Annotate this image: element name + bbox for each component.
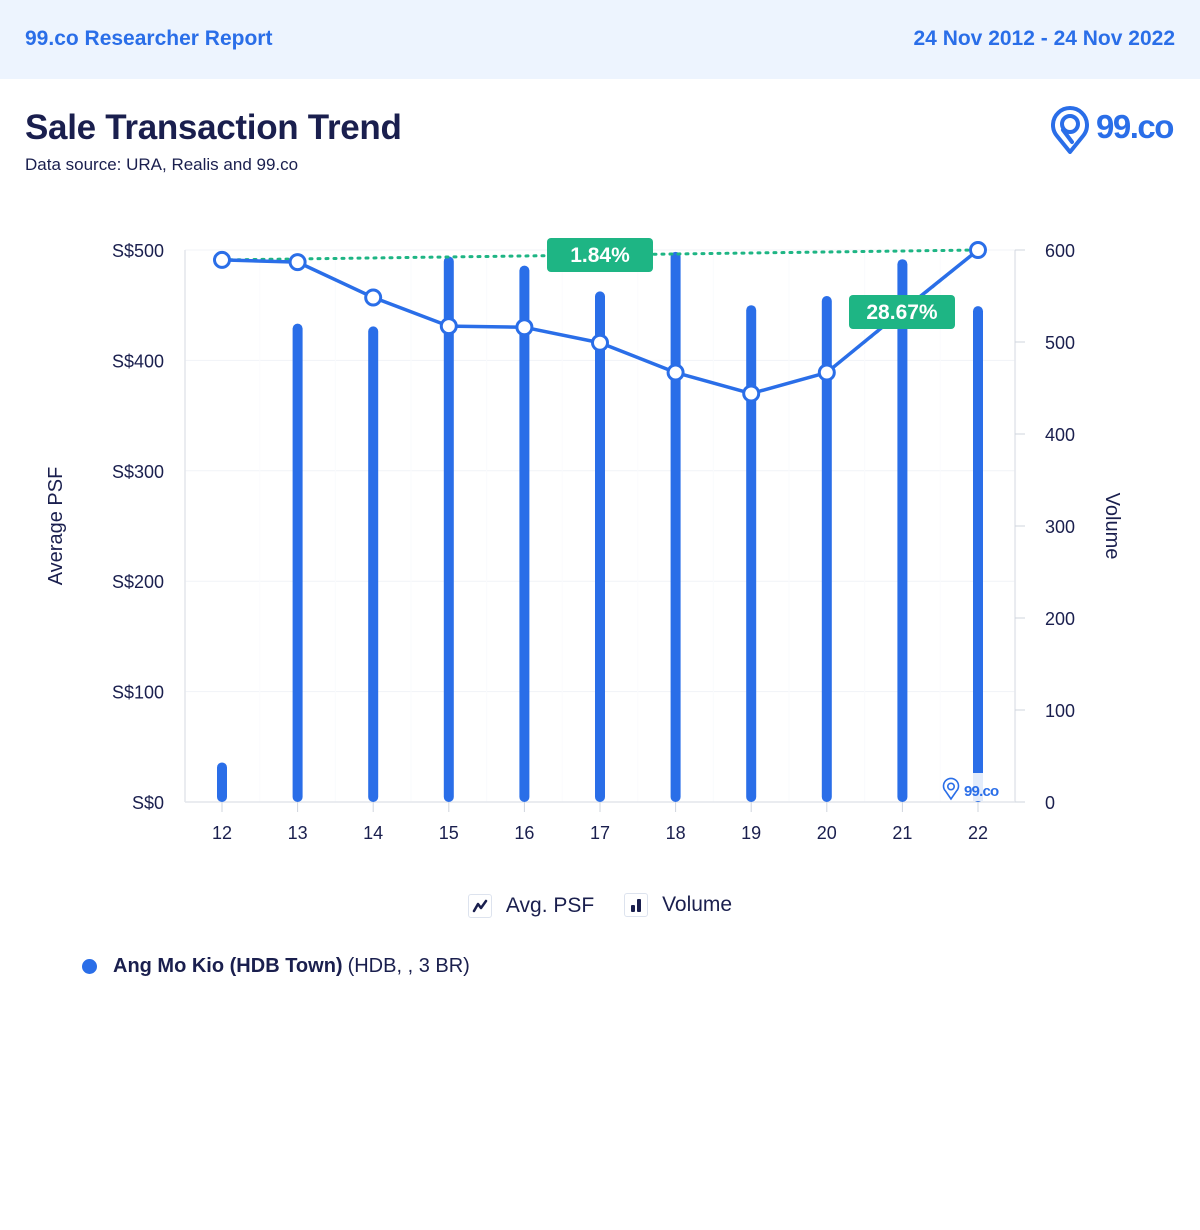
avg-psf-point	[817, 363, 836, 382]
avg-psf-point	[742, 384, 761, 403]
avg-psf-point	[591, 333, 609, 352]
avg-psf-point	[288, 253, 307, 272]
volume-bar	[746, 305, 757, 802]
avg-psf-point	[439, 317, 458, 336]
bar-chart-icon	[624, 893, 649, 917]
watermark-text: 99.co	[964, 783, 999, 800]
legend-label: Volume	[662, 893, 733, 916]
legend-item-avg-psf[interactable]: Avg. PSF	[467, 894, 595, 918]
change-badge-label: 28.67%	[866, 301, 938, 324]
volume-bar	[292, 323, 303, 802]
chart-watermark: 99.co	[942, 773, 1000, 801]
left-axis-tick-label: S$300	[112, 462, 164, 482]
right-axis-tick-label: 0	[1045, 793, 1055, 813]
data-source: Data source: URA, Realis and 99.co	[25, 155, 299, 174]
change-badge	[547, 238, 653, 272]
left-axis-tick-label: S$400	[112, 351, 164, 371]
volume-bar	[897, 259, 908, 802]
location-pin-icon	[1051, 106, 1089, 154]
x-axis-tick-label: 19	[741, 823, 761, 843]
brand-logo: 99.co	[1050, 106, 1180, 154]
pin-outline	[942, 777, 960, 801]
date-range: 24 Nov 2012 - 24 Nov 2022	[913, 27, 1176, 50]
report-brand: 99.co Researcher Report	[25, 27, 273, 50]
left-axis-tick-label: S$100	[112, 683, 164, 703]
x-axis-tick-label: 17	[590, 823, 610, 843]
x-axis-tick-label: 13	[288, 823, 308, 843]
right-axis-title: Volume	[1101, 493, 1123, 560]
right-axis-tick-label: 400	[1045, 425, 1075, 445]
change-badge	[849, 295, 955, 329]
series-detail: (HDB, , 3 BR)	[347, 955, 470, 977]
right-axis-tick-label: 200	[1045, 609, 1075, 629]
line-chart-icon	[467, 894, 492, 918]
logo-text: 99.co	[1096, 108, 1174, 145]
axis-labels: S$0 S$100 S$200 S$300 S$400 S$500 0 100 200 300 40…	[45, 241, 1123, 843]
x-axis-tick-label: 18	[666, 823, 686, 843]
avg-psf-point	[666, 363, 685, 382]
report-header: 99.co Researcher Report 24 Nov 2012 - 24…	[0, 0, 1200, 79]
avg-psf-point	[515, 318, 534, 337]
location-pin-icon	[942, 777, 960, 801]
x-axis-tick-label: 14	[363, 823, 383, 843]
left-axis-tick-label: S$0	[132, 793, 164, 813]
volume-bar	[443, 256, 454, 802]
volume-bar	[595, 291, 605, 802]
right-axis-tick-label: 500	[1045, 333, 1075, 353]
legend-item-volume[interactable]: Volume	[624, 893, 732, 917]
x-axis-tick-label: 22	[968, 823, 988, 843]
x-axis-tick-label: 12	[212, 823, 232, 843]
avg-psf-line: 1.84% 28.67%	[213, 238, 987, 403]
gridlines	[185, 249, 1017, 802]
volume-bars	[217, 251, 983, 803]
volume-bar	[670, 251, 681, 803]
volume-bar	[519, 265, 530, 802]
avg-psf-point	[969, 241, 987, 259]
pin-core	[947, 782, 956, 791]
left-axis-tick-label: S$500	[112, 241, 164, 261]
volume-bar	[217, 762, 227, 802]
legend-label: Avg. PSF	[505, 894, 595, 917]
right-axis-tick-label: 300	[1045, 517, 1075, 537]
series-name: Ang Mo Kio (HDB Town)	[113, 955, 343, 977]
left-axis-title: Average PSF	[45, 467, 67, 586]
right-axis-tick-label: 600	[1045, 241, 1075, 261]
volume-bar	[973, 306, 983, 802]
x-axis-tick-label: 15	[439, 823, 459, 843]
change-badge-label: 1.84%	[570, 244, 630, 267]
chart-legend: Avg. PSF Volume	[0, 893, 1200, 919]
avg-psf-point	[364, 288, 383, 307]
volume-bar	[821, 296, 832, 802]
right-axis-tick-label: 100	[1045, 701, 1075, 721]
sale-transaction-chart: 1.84% 28.67% S$0 S$100 S$200 S$300 S$400 S$500…	[45, 238, 1123, 843]
chart-title: Sale Transaction Trend	[25, 108, 402, 147]
volume-bar	[368, 326, 379, 802]
series-info: Ang Mo Kio (HDB Town) (HDB, , 3 BR)	[82, 955, 470, 978]
x-axis-tick-label: 16	[514, 823, 534, 843]
avg-psf-point	[213, 250, 231, 269]
left-axis-tick-label: S$200	[112, 572, 164, 592]
x-axis-tick-label: 20	[817, 823, 837, 843]
watermark-highlight	[973, 773, 983, 801]
x-axis-tick-label: 21	[892, 823, 912, 843]
series-color-dot	[82, 959, 97, 974]
